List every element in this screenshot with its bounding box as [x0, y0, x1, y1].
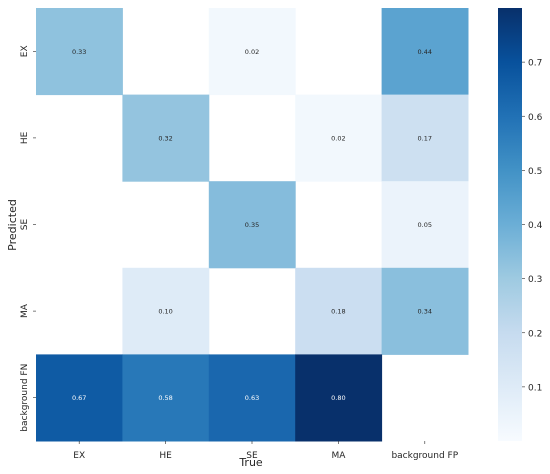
cell-value-label: 0.10: [158, 308, 172, 316]
x-tick-label: SE: [246, 451, 258, 461]
heatmap-cell: [381, 267, 469, 355]
y-tick-label: MA: [20, 303, 30, 318]
colorbar: [498, 8, 522, 441]
colorbar-tick-label: 0.6: [528, 113, 543, 123]
y-axis-ticks: EX HE SE MA background FN: [20, 45, 36, 432]
heatmap-cell: [208, 354, 296, 442]
x-tick-label: MA: [331, 451, 346, 461]
y-tick-label: SE: [20, 218, 30, 230]
cell-value-label: 0.02: [245, 48, 259, 56]
cell-value-label: 0.02: [331, 134, 345, 142]
colorbar-tick-label: 0.2: [528, 329, 542, 339]
cell-value-label: 0.35: [245, 221, 259, 229]
x-tick-label: HE: [159, 451, 172, 461]
cell-value-label: 0.32: [158, 134, 172, 142]
colorbar-tick-label: 0.4: [528, 221, 543, 231]
colorbar-ticks: 0.1 0.2 0.3 0.4 0.5 0.6 0.7: [522, 59, 543, 393]
cell-value-label: 0.33: [72, 48, 86, 56]
heatmap-cell: [36, 354, 123, 442]
cell-value-label: 0.18: [331, 308, 345, 316]
x-axis-label: True: [238, 456, 263, 469]
cell-value-label: 0.05: [418, 221, 432, 229]
colorbar-tick-label: 0.1: [528, 383, 542, 393]
heatmap-cell: [122, 94, 210, 182]
heatmap-cell: [36, 8, 123, 96]
heatmap-cell: [381, 8, 469, 96]
y-tick-label: HE: [20, 131, 30, 144]
heatmap-cell: [208, 181, 296, 269]
cell-value-label: 0.67: [72, 394, 86, 402]
heatmap-cell: [381, 181, 469, 269]
heatmap-cell: [208, 8, 296, 96]
y-tick-label: EX: [20, 45, 30, 57]
heatmap-cell: [295, 267, 383, 355]
cell-value-label: 0.63: [245, 394, 259, 402]
heatmap-cells: 0.33 0.02 0.44 0.32 0.02 0.17 0.35 0.05 0.10 0.18…: [36, 8, 469, 442]
heatmap-cell: [122, 354, 210, 442]
cell-value-label: 0.80: [331, 394, 345, 402]
x-tick-label: EX: [73, 451, 85, 461]
cell-value-label: 0.34: [418, 308, 432, 316]
colorbar-tick-label: 0.5: [528, 167, 542, 177]
y-axis-label: Predicted: [6, 199, 19, 251]
x-tick-label: background FP: [391, 451, 458, 461]
colorbar-tick-label: 0.7: [528, 59, 542, 69]
y-tick-label: background FN: [20, 364, 30, 432]
heatmap-cell: [295, 94, 383, 182]
heatmap-cell: [295, 354, 383, 442]
heatmap-cell: [381, 94, 469, 182]
cell-value-label: 0.58: [158, 394, 172, 402]
cell-value-label: 0.44: [418, 48, 432, 56]
colorbar-tick-label: 0.3: [528, 275, 542, 285]
x-axis-ticks: EX HE SE MA background FP: [73, 441, 459, 461]
cell-value-label: 0.17: [418, 134, 432, 142]
heatmap-cell: [122, 267, 210, 355]
